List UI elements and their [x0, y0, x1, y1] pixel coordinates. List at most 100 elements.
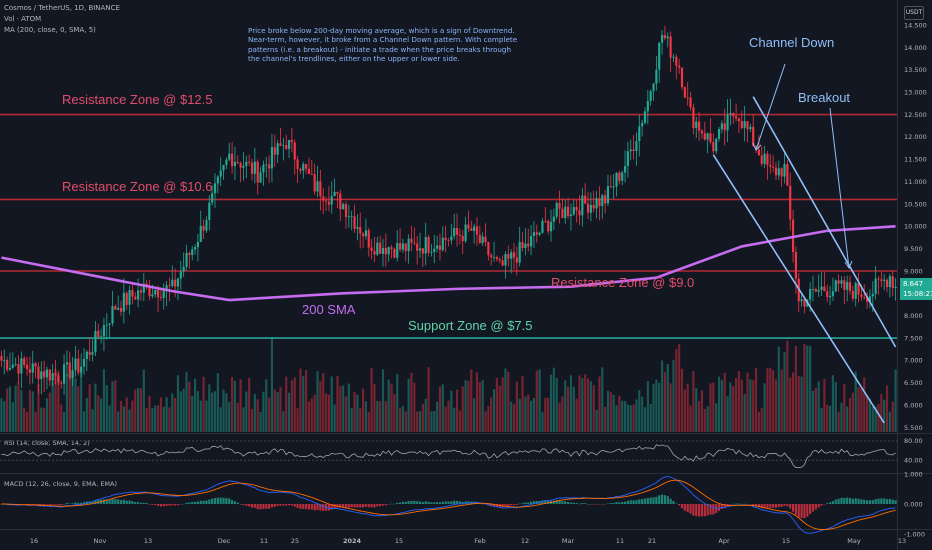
candle-body [11, 364, 14, 368]
time-tick-label: Apr [718, 537, 730, 545]
macd-hist-bar [709, 504, 712, 515]
candle-body [34, 363, 37, 367]
macd-hist-bar [233, 501, 237, 504]
macd-hist-bar [156, 504, 160, 506]
candle-body [549, 221, 553, 232]
volume-bar [604, 406, 607, 432]
macd-hist-bar [746, 504, 749, 505]
macd-hist-bar [529, 501, 533, 504]
volume-bar [595, 410, 598, 432]
volume-bar [891, 401, 894, 432]
macd-signal-line [1, 479, 896, 530]
volume-bar [529, 400, 533, 432]
volume-bar [60, 404, 63, 432]
macd-hist-bar [510, 504, 513, 506]
macd-hist-bar [418, 501, 422, 504]
candle-body [604, 195, 607, 204]
symbol-legend[interactable]: Cosmos / TetherUS, 1D, BINANCE [4, 4, 120, 12]
candle-body [515, 257, 518, 263]
candle-body [464, 224, 467, 242]
volume-bar [307, 401, 311, 432]
candle-body [6, 359, 9, 370]
volume-bar [669, 383, 672, 432]
macd-hist-bar [575, 503, 578, 504]
volume-bar [772, 370, 775, 432]
candle-body [310, 173, 313, 175]
macd-hist-bar [885, 499, 889, 504]
candle-body [763, 153, 766, 164]
resistance-10-6-label: Resistance Zone @ $10.6 [62, 179, 213, 194]
volume-bar [561, 396, 564, 432]
candle-body [555, 203, 558, 217]
candle-body [461, 235, 464, 242]
candle-body [512, 252, 516, 258]
volume-bar [25, 411, 29, 432]
macd-hist-bar [717, 504, 721, 511]
volume-bar [416, 411, 419, 432]
volume-bar [80, 370, 83, 432]
volume-bar [11, 402, 14, 432]
volume-bar [521, 376, 524, 432]
volume-bar [145, 407, 148, 432]
volume-bar [524, 396, 527, 432]
price-tick-label: 12.500 [904, 111, 927, 119]
volume-bar [715, 403, 718, 432]
candle-body [193, 247, 197, 250]
volume-bar [418, 411, 422, 432]
volume-bar [840, 402, 843, 432]
macd-hist-bar [54, 504, 57, 505]
volume-bar [874, 406, 877, 432]
volume-bar [114, 380, 117, 432]
macd-hist-bar [45, 504, 49, 505]
candle-body [740, 121, 743, 128]
candle-body [48, 369, 51, 381]
macd-hist-bar [296, 504, 299, 508]
macd-hist-bar [880, 498, 883, 504]
volume-bar [510, 401, 513, 432]
ma-legend[interactable]: MA (200, close, 0, SMA, 5) [4, 26, 96, 34]
volume-bar [265, 379, 268, 432]
volume-bar [356, 394, 359, 432]
volume-bar [230, 376, 234, 432]
volume-bar [492, 389, 496, 432]
macd-hist-bar [737, 503, 741, 505]
macd-legend: MACD (12, 26, close, 9, EMA, EMA) [4, 480, 117, 488]
macd-hist-bar [854, 498, 857, 504]
candle-body [621, 172, 624, 181]
time-tick-label: May [847, 537, 861, 545]
volume-bar [211, 392, 214, 432]
candle-body [706, 133, 709, 140]
candle-body [250, 162, 254, 174]
volume-bar [441, 384, 444, 432]
channel-down-label: Channel Down [749, 35, 834, 50]
macd-hist-bar [28, 504, 31, 505]
volume-bar [208, 384, 211, 432]
currency-badge[interactable]: USDT [904, 6, 924, 20]
volume-legend[interactable]: Vol · ATOM [4, 15, 42, 23]
volume-bar [831, 375, 835, 432]
macd-hist-bar [256, 504, 259, 510]
macd-hist-bar [791, 504, 795, 512]
volume-bar [461, 386, 464, 432]
volume-bar [51, 381, 54, 432]
candle-body [174, 279, 177, 287]
volume-bar [507, 371, 510, 432]
price-tick-label: 5.500 [904, 424, 923, 432]
volume-bar [814, 387, 817, 432]
volume-bar [108, 405, 111, 432]
volume-bar [40, 407, 43, 432]
last-price-badge: 8.647 15:08:27 [900, 278, 932, 300]
macd-hist-bar [193, 501, 197, 504]
volume-bar [305, 370, 308, 432]
macd-hist-bar [60, 504, 63, 506]
macd-hist-bar [558, 500, 561, 504]
candle-body [732, 112, 735, 117]
candle-body [85, 351, 88, 360]
candle-body [225, 159, 228, 166]
macd-hist-bar [453, 500, 456, 504]
volume-bar [652, 383, 655, 432]
candle-body [715, 138, 718, 152]
candle-body [467, 224, 470, 229]
volume-bar [276, 392, 279, 432]
